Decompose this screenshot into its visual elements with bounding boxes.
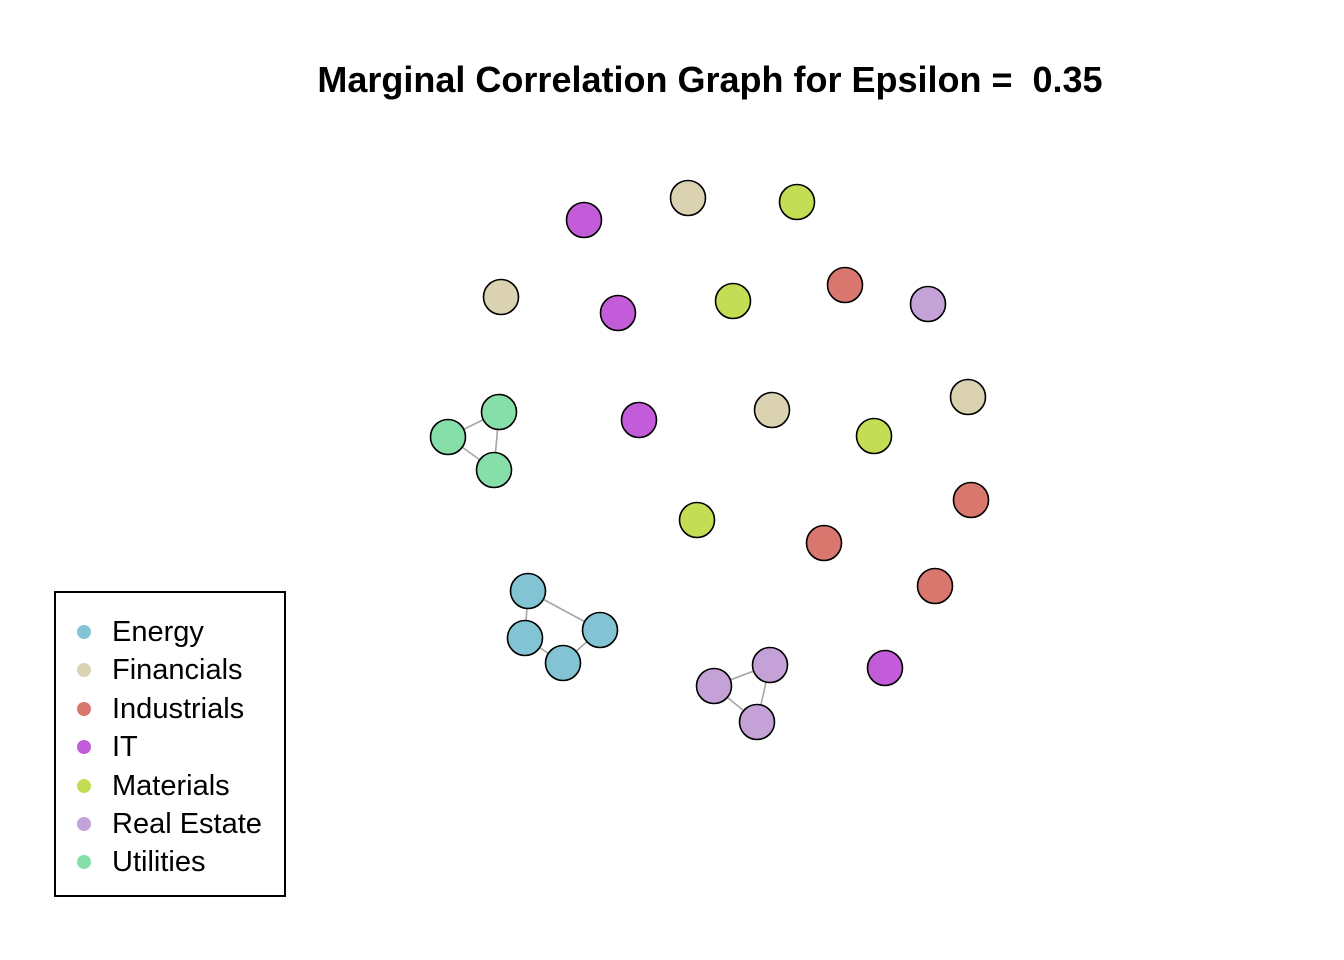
graph-node-it2 xyxy=(599,294,637,332)
graph-node-mat4 xyxy=(678,501,716,539)
legend-item-industrials: Industrials xyxy=(56,690,286,728)
legend-dot-it xyxy=(77,740,91,754)
legend-dot-materials xyxy=(77,779,91,793)
legend-item-real-estate: Real Estate xyxy=(56,805,286,843)
legend-dot-industrials xyxy=(77,702,91,716)
graph-node-re4 xyxy=(738,703,776,741)
legend-label-materials: Materials xyxy=(112,770,230,802)
nodes-layer xyxy=(429,179,990,741)
legend-label-utilities: Utilities xyxy=(112,846,206,878)
graph-node-ind2 xyxy=(952,481,990,519)
graph-node-fin1 xyxy=(669,179,707,217)
legend-label-it: IT xyxy=(112,731,138,763)
graph-node-fin4 xyxy=(949,378,987,416)
graph-node-mat2 xyxy=(714,282,752,320)
legend-item-it: IT xyxy=(56,728,286,766)
legend-dot-financials xyxy=(77,663,91,677)
legend-dot-utilities xyxy=(77,855,91,869)
graph-node-util2 xyxy=(429,418,467,456)
graph-node-re2 xyxy=(751,646,789,684)
chart-title: Marginal Correlation Graph for Epsilon =… xyxy=(317,59,1103,100)
legend-item-energy: Energy xyxy=(56,613,286,651)
legend-item-financials: Financials xyxy=(56,651,286,689)
graph-node-mat3 xyxy=(855,417,893,455)
legend-label-industrials: Industrials xyxy=(112,693,245,725)
graph-node-it3 xyxy=(620,401,658,439)
legend-dot-energy xyxy=(77,625,91,639)
legend-item-materials: Materials xyxy=(56,767,286,805)
graph-node-util3 xyxy=(475,451,513,489)
graph-node-util1 xyxy=(480,393,518,431)
graph-node-ind3 xyxy=(805,524,843,562)
graph-node-it1 xyxy=(565,201,603,239)
legend-label-real-estate: Real Estate xyxy=(112,808,262,840)
graph-node-fin2 xyxy=(482,278,520,316)
legend-dot-real-estate xyxy=(77,817,91,831)
legend-label-energy: Energy xyxy=(112,616,204,648)
graph-node-re1 xyxy=(909,285,947,323)
graph-node-re3 xyxy=(695,667,733,705)
legend-item-utilities: Utilities xyxy=(56,843,286,881)
legend: Energy Financials Industrials IT Materia… xyxy=(54,591,286,897)
graph-node-mat1 xyxy=(778,183,816,221)
graph-node-it4 xyxy=(866,649,904,687)
graph-node-ind4 xyxy=(916,567,954,605)
graph-node-en4 xyxy=(581,611,619,649)
graph-node-en2 xyxy=(506,619,544,657)
graph-node-fin3 xyxy=(753,391,791,429)
legend-label-financials: Financials xyxy=(112,654,243,686)
graph-node-en1 xyxy=(509,572,547,610)
graph-node-en3 xyxy=(544,644,582,682)
graph-node-ind1 xyxy=(826,266,864,304)
